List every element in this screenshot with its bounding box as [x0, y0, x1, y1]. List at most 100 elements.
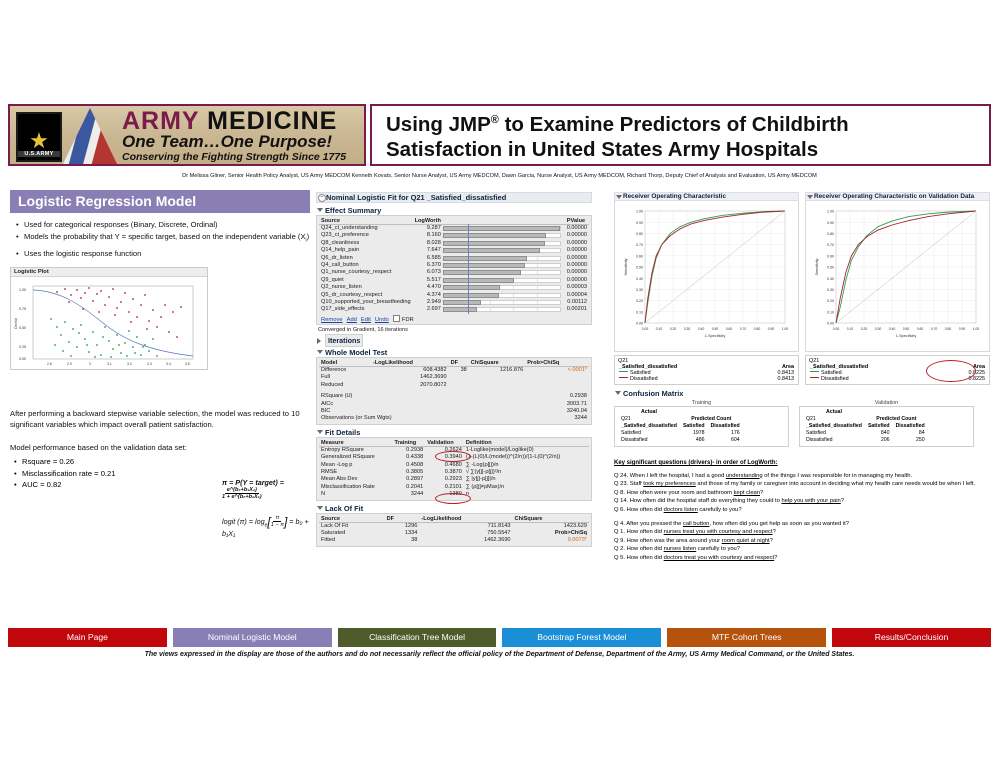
whole-model-test-header[interactable]: Whole Model Test: [316, 348, 592, 357]
effect-source: Q9_quiet: [321, 276, 344, 283]
logit-numerator: π: [273, 515, 282, 522]
svg-text:0.90: 0.90: [959, 327, 966, 331]
question-keyphrase: call button: [682, 520, 710, 527]
table-row[interactable]: Q4_call_button 6.370 0.00000: [319, 261, 589, 271]
roc-training-title[interactable]: Receiver Operating Characteristic: [614, 192, 799, 201]
svg-text:0.60: 0.60: [636, 254, 643, 258]
logistic-plot-svg: 1.00 0.75 0.50 0.25 0.00 Orchid: [14, 285, 194, 366]
fdr-checkbox[interactable]: [392, 314, 400, 322]
chevron-down-icon[interactable]: [317, 208, 323, 212]
svg-text:0.30: 0.30: [684, 327, 691, 331]
table-row[interactable]: Q1_nurse_courtesy_respect 6.073 0.00000: [319, 268, 589, 278]
equation-log-base: e: [264, 522, 268, 529]
roc-training-plot: 1.00 0.90 0.80 0.70 0.60 0.50 0.40 0.30 0.20 0.10…: [614, 201, 799, 352]
logo-army-word: ARMY: [122, 107, 200, 135]
iterations-header[interactable]: Iterations: [316, 333, 592, 347]
disclaimer-text: The views expressed in the display are t…: [144, 651, 855, 658]
question-keyphrase: help you with your pain: [781, 498, 841, 505]
chevron-down-icon[interactable]: [807, 195, 813, 199]
equation-pi-denominator: 1 + e^(b₀+b₁X₁): [222, 494, 262, 500]
chevron-right-icon[interactable]: [317, 337, 321, 344]
nav-button-nominal-logistic-model[interactable]: Nominal Logistic Model: [172, 628, 332, 647]
svg-text:1.00: 1.00: [636, 210, 643, 214]
table-row: Mean -Log p 0.4508 0.4680 ∑ -Log(ρ[j])/n: [319, 462, 589, 469]
effect-source: Q23_ct_preference: [321, 232, 369, 239]
collapse-toggle-icon[interactable]: −: [318, 194, 326, 202]
effect-logworth: 8.028: [426, 239, 441, 246]
effect-logworth: 6.073: [426, 269, 441, 276]
effect-summary-header-row: Source LogWorth PValue: [319, 218, 589, 225]
table-row[interactable]: Q9_quiet 5.517 0.00000: [319, 275, 589, 285]
table-row[interactable]: Q10_supported_your_breastfeeding 2.949 0.0…: [319, 298, 589, 308]
chevron-down-icon[interactable]: [615, 391, 621, 395]
effect-logworth: 4.470: [426, 284, 441, 291]
remove-link[interactable]: Remove: [321, 316, 343, 323]
wm-df: [449, 374, 469, 381]
table-row[interactable]: Q24_ct_understanding 9.287 0.00000: [319, 224, 589, 233]
whole-model-stats-table: RSquare (U) 0.2938 AICc 3003.71 BIC 3240.04 Ob…: [319, 393, 589, 423]
confusion-matrix-header[interactable]: Confusion Matrix: [614, 389, 994, 398]
wm-header-row: Model -LogLikelihood DF ChiSquare Prob>C…: [319, 359, 589, 367]
logo-text-block: ARMY MEDICINE One Team…One Purpose! Cons…: [122, 108, 360, 163]
undo-link[interactable]: Undo: [374, 316, 389, 323]
confusion-validation-table-wrap: Actual Q21 Predicted Count _Satisfied_di…: [799, 406, 974, 447]
effect-bar: [442, 261, 565, 271]
fd-col-measure: Measure: [319, 439, 393, 447]
question-keyphrase: kept clean: [733, 489, 760, 496]
question-post: of the things I was responsible for in m…: [762, 472, 913, 479]
question-keyphrase: nurses treat you with courtesy and respe…: [663, 529, 773, 536]
table-row[interactable]: Q17_side_effects 2.697 0.00201: [319, 305, 589, 315]
question-pre: After you pressed the: [626, 520, 683, 527]
fd-definition: n: [465, 491, 469, 498]
army-star-emblem-icon: ★ U.S.ARMY: [16, 112, 62, 162]
effect-logworth: 4.374: [426, 291, 441, 298]
table-row: Satisfied 840 84: [803, 430, 928, 437]
fd-header-row: Measure Training Validation Definition: [319, 439, 589, 447]
table-row[interactable]: Q14_help_pain 7.647 0.00000: [319, 246, 589, 256]
cm-col-dis-training: Dissatisfied: [710, 423, 740, 429]
table-row[interactable]: Q2_nurse_listen 4.470 0.00003: [319, 283, 589, 293]
effect-summary-header[interactable]: Effect Summary: [316, 206, 592, 215]
chevron-down-icon[interactable]: [317, 349, 323, 354]
question-number: Q 4.: [614, 520, 627, 527]
effect-pvalue: 0.00000: [566, 254, 587, 261]
fd-col-validation: Validation: [425, 439, 464, 447]
nav-button-results-conclusion[interactable]: Results/Conclusion: [832, 628, 991, 647]
table-row[interactable]: Q5_dr_courtesy_respect 4.374 0.00004: [319, 290, 589, 300]
logistic-plot-body: 1.00 0.75 0.50 0.25 0.00 Orchid: [11, 277, 207, 369]
question-number: Q 8.: [614, 489, 627, 496]
chevron-down-icon[interactable]: [317, 505, 323, 510]
cm-predicted-label-validation: Predicted Count: [876, 416, 917, 422]
nav-button-classification-tree-model[interactable]: Classification Tree Model: [337, 628, 497, 647]
effect-bar: [442, 290, 565, 300]
edit-link[interactable]: Edit: [360, 316, 371, 323]
legend-area-header-validation: Area: [973, 364, 985, 370]
chevron-down-icon[interactable]: [317, 429, 323, 434]
fd-training: 3244: [410, 491, 424, 498]
lof-col-chisq: ChiSquare: [512, 515, 589, 523]
fit-details-header[interactable]: Fit Details: [316, 428, 592, 437]
svg-text:Sensitivity: Sensitivity: [624, 258, 628, 275]
nav-button-bootstrap-forest-model[interactable]: Bootstrap Forest Model: [502, 628, 662, 647]
legend-row: Satisfied 0.8225: [809, 370, 986, 376]
svg-text:3.4: 3.4: [166, 362, 171, 366]
nominal-logistic-fit-header[interactable]: − Nominal Logistic Fit for Q21 _Satisfie…: [316, 192, 592, 203]
table-row[interactable]: Q6_dr_listen 6.585 0.00000: [319, 253, 589, 263]
table-row[interactable]: Q23_ct_preference 8.160 0.00000: [319, 231, 589, 241]
nav-button-mtf-cohort-trees[interactable]: MTF Cohort Trees: [667, 628, 827, 647]
lof-df: 1296: [404, 522, 418, 529]
chevron-down-icon[interactable]: [616, 195, 622, 199]
svg-text:0.20: 0.20: [636, 299, 643, 303]
wm-chisq: [469, 382, 525, 389]
effect-source: Q1_nurse_courtesy_respect: [321, 269, 392, 276]
svg-text:0.10: 0.10: [847, 327, 854, 331]
question-pre: How often did: [626, 554, 664, 561]
lof-loglik: 750.5547: [487, 529, 511, 536]
add-link[interactable]: Add: [346, 316, 357, 323]
roc-validation-title[interactable]: Receiver Operating Characteristic on Val…: [805, 192, 990, 201]
table-row[interactable]: Q8_cleanliness 8.028 0.00000: [319, 238, 589, 248]
table-row: Reduced 2070.8072: [319, 382, 589, 389]
nav-button-main-page[interactable]: Main Page: [8, 628, 167, 647]
lack-of-fit-header[interactable]: Lack Of Fit: [316, 504, 592, 513]
fd-training: 0.4508: [406, 461, 424, 468]
